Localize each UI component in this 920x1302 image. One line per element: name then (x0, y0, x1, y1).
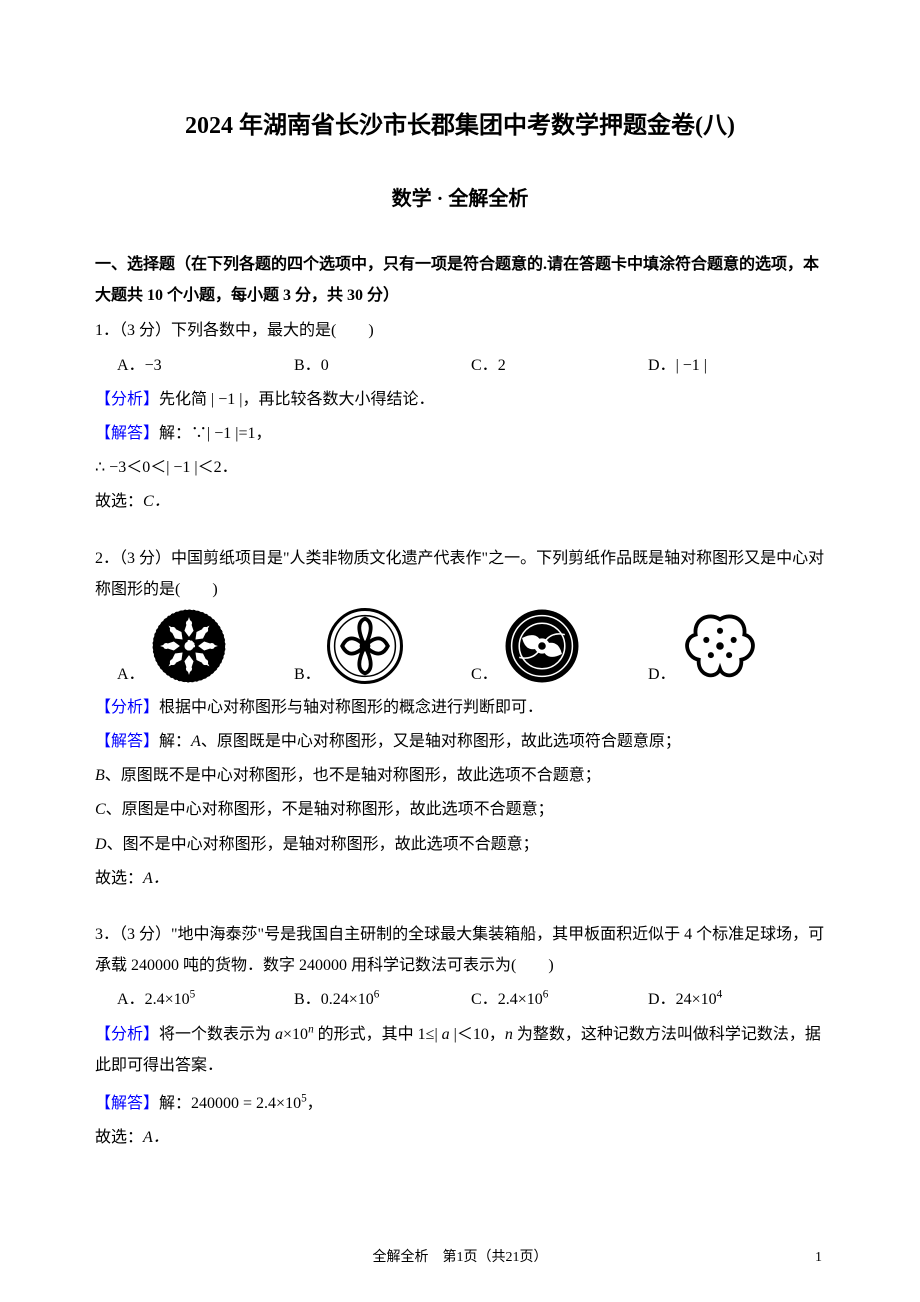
option-label: A． (117, 357, 145, 374)
q1-options: A．−3 B．0 C．2 D．| −1 | (95, 350, 825, 381)
q1-analysis: 【分析】先化简 | −1 |，再比较各数大小得结论． (95, 384, 825, 415)
option-value: 2 (498, 357, 506, 374)
q1-option-c: C．2 (471, 350, 648, 381)
solve-label: 【解答】 (95, 425, 159, 442)
exam-title: 2024 年湖南省长沙市长郡集团中考数学押题金卷(八) (95, 105, 825, 140)
solve-label: 【解答】 (95, 733, 159, 750)
q2-analysis: 【分析】根据中心对称图形与轴对称图形的概念进行判断即可． (95, 692, 825, 723)
answer-prefix: 故选： (95, 870, 143, 887)
opt-letter: C (95, 801, 106, 818)
q2-solve-line1: 【解答】解：A、原图既是中心对称图形，又是轴对称图形，故此选项符合题意原； (95, 726, 825, 757)
section-1-header: 一、选择题（在下列各题的四个选项中，只有一项是符合题意的.请在答题卡中填涂符合题… (95, 249, 825, 311)
opt-letter: D (95, 836, 107, 853)
option-label: B． (294, 991, 321, 1008)
option-label: A． (117, 660, 145, 684)
q3-solve-line2: 故选：A． (95, 1122, 825, 1153)
solve-label: 【解答】 (95, 1095, 159, 1112)
q2-answer: A． (143, 870, 169, 887)
option-value: 2.4×105 (145, 991, 196, 1008)
q2-option-a: A． (117, 608, 294, 684)
q1-answer: C． (143, 493, 170, 510)
option-value: 0.24×106 (321, 991, 380, 1008)
solve-text: 、图不是中心对称图形，是轴对称图形，故此选项不合题意； (107, 836, 539, 853)
q2-option-d: D． (648, 608, 825, 684)
document-page: 2024 年湖南省长沙市长郡集团中考数学押题金卷(八) 数学 · 全解全析 一、… (0, 0, 920, 1302)
q1-stem: 1．（3 分）下列各数中，最大的是( ) (95, 315, 825, 346)
exam-subtitle: 数学 · 全解全析 (95, 182, 825, 211)
q3-stem: 3．（3 分）"地中海泰莎"号是我国自主研制的全球最大集装箱船，其甲板面积近似于… (95, 919, 825, 981)
q2-solve-line2: B、原图既不是中心对称图形，也不是轴对称图形，故此选项不合题意； (95, 760, 825, 791)
solve-text: 、原图既不是中心对称图形，也不是轴对称图形，故此选项不合题意； (105, 767, 601, 784)
opt-letter: B (95, 767, 105, 784)
option-label: D． (648, 357, 676, 374)
solve-text: 、原图是中心对称图形，不是轴对称图形，故此选项不合题意； (106, 801, 554, 818)
answer-prefix: 故选： (95, 1129, 143, 1146)
q1-solve-line1: 【解答】解：∵| −1 |=1， (95, 418, 825, 449)
q2-option-b: B． (294, 608, 471, 684)
option-value: | −1 | (676, 357, 707, 374)
option-value: 0 (321, 357, 329, 374)
q2-solve-line3: C、原图是中心对称图形，不是轴对称图形，故此选项不合题意； (95, 794, 825, 825)
page-number: 1 (815, 1250, 822, 1266)
q1-option-d: D．| −1 | (648, 350, 825, 381)
option-label: C． (471, 357, 498, 374)
q2-option-c: C． (471, 608, 648, 684)
q3-analysis: 【分析】将一个数表示为 a×10n 的形式，其中 1≤| a |＜10，n 为整… (95, 1019, 825, 1081)
papercut-c-icon (504, 608, 580, 684)
papercut-b-icon (327, 608, 403, 684)
option-value: −3 (145, 357, 162, 374)
analysis-label: 【分析】 (95, 391, 159, 408)
q2-options: A． B． (95, 608, 825, 684)
analysis-text: 根据中心对称图形与轴对称图形的概念进行判断即可． (159, 699, 543, 716)
analysis-text: 先化简 | −1 |，再比较各数大小得结论． (159, 391, 434, 408)
papercut-a-icon (151, 608, 227, 684)
option-label: B． (294, 357, 321, 374)
q3-option-a: A．2.4×105 (117, 984, 294, 1015)
q3-answer: A． (143, 1129, 169, 1146)
option-label: A． (117, 991, 145, 1008)
q1-option-a: A．−3 (117, 350, 294, 381)
q1-solve-line2: ∴ −3＜0＜| −1 |＜2． (95, 452, 825, 483)
analysis-label: 【分析】 (95, 699, 159, 716)
option-value: 24×104 (676, 991, 723, 1008)
solve-text: 、原图既是中心对称图形，又是轴对称图形，故此选项符合题意原； (201, 733, 681, 750)
q1-solve-line3: 故选：C． (95, 486, 825, 517)
q3-solve-line1: 【解答】解：240000 = 2.4×105， (95, 1088, 825, 1119)
option-label: D． (648, 660, 676, 684)
option-label: B． (294, 660, 321, 684)
option-label: D． (648, 991, 676, 1008)
solve-text: 解：∵| −1 |=1， (159, 425, 271, 442)
option-label: C． (471, 660, 498, 684)
q2-solve-line4: D、图不是中心对称图形，是轴对称图形，故此选项不合题意； (95, 829, 825, 860)
solve-text: 解：240000 = 2.4×105 (159, 1095, 307, 1112)
analysis-label: 【分析】 (95, 1026, 159, 1043)
analysis-text: 将一个数表示为 (159, 1026, 275, 1043)
papercut-d-icon (682, 608, 758, 684)
opt-letter: A (191, 733, 201, 750)
q3-options: A．2.4×105 B．0.24×106 C．2.4×106 D．24×104 (95, 984, 825, 1015)
solve-text: 解： (159, 733, 191, 750)
page-footer: 全解全析 第1页（共21页） (0, 1246, 920, 1266)
answer-prefix: 故选： (95, 493, 143, 510)
option-value: 2.4×106 (498, 991, 549, 1008)
q3-option-c: C．2.4×106 (471, 984, 648, 1015)
q1-option-b: B．0 (294, 350, 471, 381)
q3-option-d: D．24×104 (648, 984, 825, 1015)
q2-stem: 2．（3 分）中国剪纸项目是"人类非物质文化遗产代表作"之一。下列剪纸作品既是轴… (95, 543, 825, 605)
q2-solve-line5: 故选：A． (95, 863, 825, 894)
option-label: C． (471, 991, 498, 1008)
q3-option-b: B．0.24×106 (294, 984, 471, 1015)
